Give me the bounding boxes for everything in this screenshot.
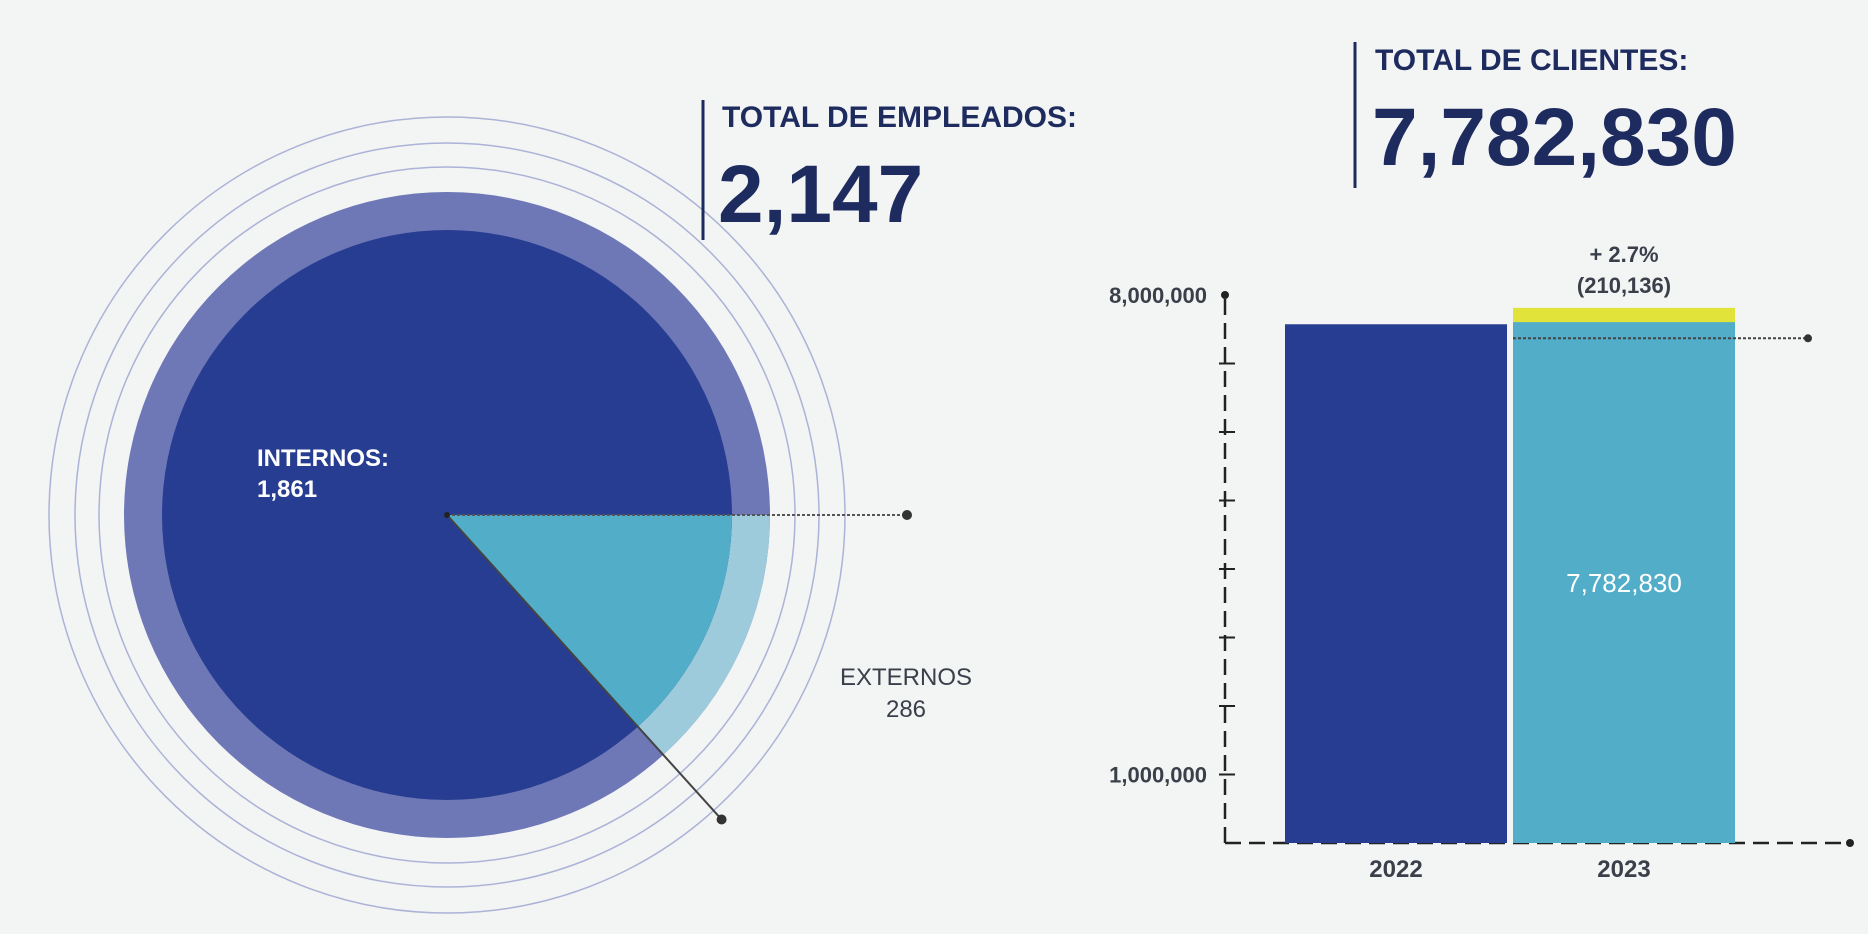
x-axis-end-dot — [1846, 839, 1854, 847]
bar-2023-value-label: 7,782,830 — [1566, 568, 1682, 598]
bar-2022 — [1285, 324, 1507, 843]
increase-percent-label: + 2.7% — [1589, 242, 1658, 267]
x-tick-label: 2022 — [1369, 856, 1422, 883]
x-tick-label: 2023 — [1597, 856, 1650, 883]
reference-line-dot — [1804, 334, 1812, 343]
pie-slice-externos — [447, 515, 732, 727]
externos-value: 286 — [886, 696, 926, 723]
bar-2023 — [1513, 309, 1735, 843]
clients-title: TOTAL DE CLIENTES: — [1375, 44, 1688, 77]
y-axis-end-dot — [1221, 291, 1229, 299]
externos-label: EXTERNOS — [840, 664, 972, 691]
pie-leader-diagonal — [446, 514, 723, 821]
employees-total: 2,147 — [718, 149, 923, 240]
bar-2023-increase — [1513, 307, 1735, 323]
clients-total: 7,782,830 — [1372, 92, 1737, 183]
increase-value-label: (210,136) — [1577, 273, 1671, 298]
internos-value: 1,861 — [257, 476, 317, 503]
bar-2023-divider — [1513, 322, 1735, 327]
pie-center-dot — [444, 512, 450, 518]
internos-label: INTERNOS: — [257, 445, 389, 472]
y-tick-label: 8,000,000 — [1109, 283, 1207, 308]
pie-leader-dot-2 — [716, 814, 727, 825]
pie-leader-dot-1 — [902, 510, 912, 520]
clients-bar-chart: 8,000,000 1,000,000 2022 2023 + 2.7% (210,136… — [1109, 242, 1854, 883]
y-tick-label: 1,000,000 — [1109, 763, 1207, 788]
employees-pie-chart — [124, 192, 912, 838]
employees-title: TOTAL DE EMPLEADOS: — [722, 101, 1077, 134]
